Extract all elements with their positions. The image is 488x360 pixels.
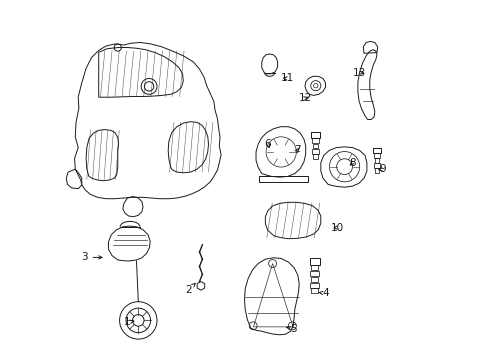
Text: 4: 4: [319, 288, 328, 298]
Bar: [313, 144, 318, 148]
Text: 12: 12: [299, 93, 312, 103]
Text: 8: 8: [348, 158, 355, 168]
Bar: [311, 149, 319, 154]
Text: 13: 13: [352, 68, 366, 78]
Bar: [313, 154, 318, 159]
Bar: [311, 138, 319, 143]
Bar: [310, 283, 318, 288]
Text: 1: 1: [124, 317, 134, 327]
Text: 5: 5: [286, 324, 296, 334]
Bar: [311, 132, 320, 138]
Bar: [374, 168, 378, 173]
Bar: [309, 258, 319, 265]
Text: 3: 3: [81, 252, 102, 262]
Bar: [311, 265, 317, 270]
Text: 7: 7: [294, 145, 301, 155]
Text: 10: 10: [330, 222, 343, 233]
Bar: [310, 271, 318, 276]
Bar: [373, 148, 380, 153]
Text: 11: 11: [281, 73, 294, 84]
Bar: [311, 277, 317, 282]
Bar: [311, 288, 317, 293]
Bar: [374, 158, 378, 163]
Bar: [373, 163, 380, 168]
Text: 6: 6: [264, 139, 271, 149]
Bar: [373, 153, 380, 158]
Text: 9: 9: [378, 164, 386, 174]
Text: 2: 2: [185, 283, 195, 295]
